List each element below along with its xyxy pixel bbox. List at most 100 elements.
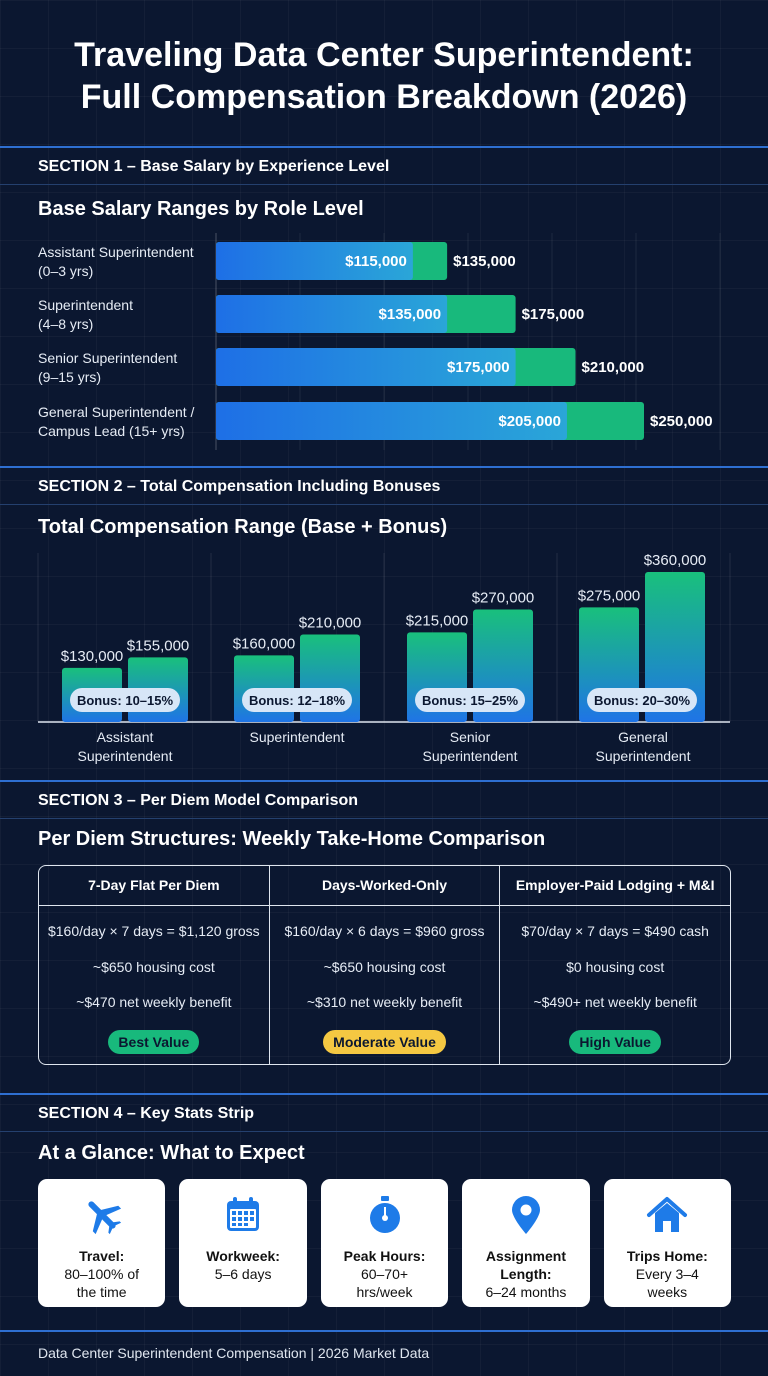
stat-title: Length: xyxy=(500,1266,552,1282)
column-header: Days-Worked-Only xyxy=(269,866,500,906)
column-header: Employer-Paid Lodging + M&I xyxy=(500,866,730,906)
row-label: General Superintendent / Campus Lead (15… xyxy=(38,403,218,441)
value-label-low: $130,000 xyxy=(61,648,124,665)
stat-title: Peak Hours: xyxy=(343,1248,426,1264)
footer: Data Center Superintendent Compensation … xyxy=(38,1345,430,1361)
bonus-label: Bonus: 10–15% xyxy=(77,693,174,708)
section-2-title: Total Compensation Range (Base + Bonus) xyxy=(38,516,448,538)
value-label-low: $215,000 xyxy=(406,612,469,629)
per-diem-column: Days-Worked-Only $160/day × 6 days = $96… xyxy=(269,866,501,1064)
net-line: ~$490+ net weekly benefit xyxy=(533,994,697,1011)
row-label-line: (9–15 yrs) xyxy=(38,369,102,385)
value-label-high: $135,000 xyxy=(453,253,516,270)
stat-title: Workweek: xyxy=(206,1248,280,1264)
column-header: 7-Day Flat Per Diem xyxy=(39,866,269,906)
housing-line: ~$650 housing cost xyxy=(92,958,215,975)
row-label-line: Senior Superintendent xyxy=(38,350,178,366)
category-label: Assistant Superintendent xyxy=(50,728,200,766)
stat-card-travel: Travel: 80–100% of the time xyxy=(38,1179,166,1307)
bar-high xyxy=(645,572,705,722)
stat-title: Travel: xyxy=(79,1248,125,1264)
row-label-line: General Superintendent / xyxy=(38,404,195,420)
per-diem-table: 7-Day Flat Per Diem $160/day × 7 days = … xyxy=(38,865,731,1065)
stat-value: 5–6 days xyxy=(214,1266,272,1282)
divider xyxy=(0,1093,768,1095)
value-label-low: $275,000 xyxy=(578,587,641,604)
stat-card-workweek: Workweek: 5–6 days xyxy=(179,1179,307,1307)
bar-low xyxy=(216,348,516,386)
stat-value: 80–100% of xyxy=(64,1266,140,1282)
home-icon xyxy=(647,1197,688,1232)
row-label-line: Campus Lead (15+ yrs) xyxy=(38,423,185,439)
category-label-line: Superintendent xyxy=(77,748,173,764)
stats-strip: Travel: 80–100% of the time Workweek: 5–… xyxy=(38,1179,732,1307)
net-line: ~$310 net weekly benefit xyxy=(306,994,463,1011)
value-label-low: $205,000 xyxy=(498,413,561,430)
calendar-icon xyxy=(227,1197,260,1231)
airplane-icon xyxy=(88,1201,121,1235)
section-4-label: SECTION 4 – Key Stats Strip xyxy=(38,1105,255,1122)
divider xyxy=(0,146,768,148)
value-label-high: $210,000 xyxy=(582,359,645,376)
row-label: Senior Superintendent (9–15 yrs) xyxy=(38,349,218,387)
stat-value: 6–24 months xyxy=(485,1284,567,1300)
category-label-line: Assistant xyxy=(96,729,154,745)
stat-value: 60–70+ xyxy=(360,1266,409,1282)
category-label-line: Superintendent xyxy=(595,748,691,764)
gross-line: $70/day × 7 days = $490 cash xyxy=(521,922,709,939)
row-label-line: Assistant Superintendent xyxy=(38,244,194,260)
section-2-label: SECTION 2 – Total Compensation Including… xyxy=(38,478,441,495)
section-1-title: Base Salary Ranges by Role Level xyxy=(38,198,364,220)
row-label-line: (4–8 yrs) xyxy=(38,316,94,332)
row-label: Assistant Superintendent (0–3 yrs) xyxy=(38,243,218,281)
divider xyxy=(0,1131,768,1132)
per-diem-column: 7-Day Flat Per Diem $160/day × 7 days = … xyxy=(39,866,270,1064)
stat-value: weeks xyxy=(647,1284,688,1300)
bonus-pill xyxy=(242,688,352,712)
bonus-pill xyxy=(415,688,525,712)
per-diem-column: Employer-Paid Lodging + M&I $70/day × 7 … xyxy=(500,866,730,1064)
title-line-2: Full Compensation Breakdown (2026) xyxy=(80,78,688,116)
value-badge: Best Value xyxy=(108,1030,200,1055)
row-label-line: Superintendent xyxy=(38,297,133,313)
stat-title: Trips Home: xyxy=(626,1248,708,1264)
value-badge: High Value xyxy=(569,1030,661,1055)
bonus-pill xyxy=(70,688,180,712)
category-label-line: Superintendent xyxy=(422,748,518,764)
category-label-line: Superintendent xyxy=(249,729,345,745)
location-pin-icon xyxy=(511,1196,540,1234)
net-line: ~$470 net weekly benefit xyxy=(76,994,232,1011)
row-label-line: (0–3 yrs) xyxy=(38,263,94,279)
stat-value: the time xyxy=(76,1284,127,1300)
divider xyxy=(0,466,768,468)
bonus-pill xyxy=(587,688,697,712)
divider xyxy=(0,1330,768,1332)
divider xyxy=(0,504,768,505)
stat-title: Assignment xyxy=(485,1248,566,1264)
bonus-label: Bonus: 20–30% xyxy=(594,693,691,708)
divider xyxy=(0,184,768,185)
divider xyxy=(0,780,768,782)
value-badge: Moderate Value xyxy=(323,1030,446,1055)
page-title: Traveling Data Center Superintendent: Fu… xyxy=(0,34,768,118)
section-3-label: SECTION 3 – Per Diem Model Comparison xyxy=(38,792,359,809)
housing-line: $0 housing cost xyxy=(566,958,665,975)
value-label-low: $115,000 xyxy=(345,253,407,270)
base-salary-chart: $115,000 $135,000 $135,000 $175,000 $175,000… xyxy=(215,233,721,450)
stat-card-peak-hours: Peak Hours: 60–70+ hrs/week xyxy=(320,1179,449,1307)
section-3-title: Per Diem Structures: Weekly Take-Home Co… xyxy=(38,828,546,850)
bonus-label: Bonus: 15–25% xyxy=(422,693,519,708)
stat-card-assignment-length: Assignment Length: 6–24 months xyxy=(462,1179,590,1307)
section-4-title: At a Glance: What to Expect xyxy=(38,1142,305,1164)
bar-low xyxy=(216,242,413,280)
value-label-high: $360,000 xyxy=(644,552,707,569)
stopwatch-icon xyxy=(369,1196,400,1233)
value-label-high: $250,000 xyxy=(650,413,713,430)
value-label-low: $175,000 xyxy=(447,359,510,376)
gross-line: $160/day × 7 days = $1,120 gross xyxy=(47,922,260,939)
section-1-label: SECTION 1 – Base Salary by Experience Le… xyxy=(38,158,390,175)
category-label-line: General xyxy=(618,729,668,745)
value-label-low: $160,000 xyxy=(233,635,296,652)
gross-line: $160/day × 6 days = $960 gross xyxy=(284,922,485,939)
